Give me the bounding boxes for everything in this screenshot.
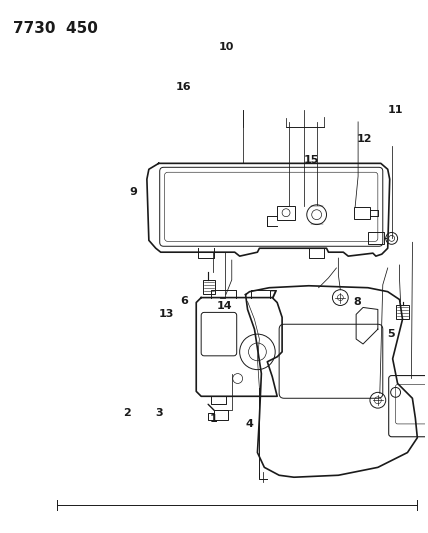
Text: 15: 15 (303, 155, 319, 165)
Text: 7: 7 (269, 290, 277, 301)
Text: 10: 10 (219, 42, 235, 52)
Bar (395, 305, 410, 319)
Text: 16: 16 (176, 82, 191, 92)
Bar (277, 206, 295, 220)
Bar (214, 410, 228, 420)
Text: 3: 3 (155, 408, 163, 418)
Text: 12: 12 (356, 134, 372, 144)
Bar (203, 280, 215, 294)
Bar (368, 232, 384, 244)
Text: 9: 9 (129, 187, 137, 197)
Text: 14: 14 (217, 301, 232, 311)
Text: 1: 1 (210, 414, 218, 424)
Text: 11: 11 (388, 104, 404, 115)
Text: 8: 8 (354, 297, 362, 307)
Text: 7730  450: 7730 450 (13, 21, 98, 36)
Text: 5: 5 (388, 329, 395, 339)
Text: 6: 6 (181, 296, 188, 306)
Text: 13: 13 (159, 309, 174, 319)
Text: 4: 4 (246, 419, 254, 429)
Bar (354, 207, 370, 219)
Text: 2: 2 (124, 408, 131, 418)
